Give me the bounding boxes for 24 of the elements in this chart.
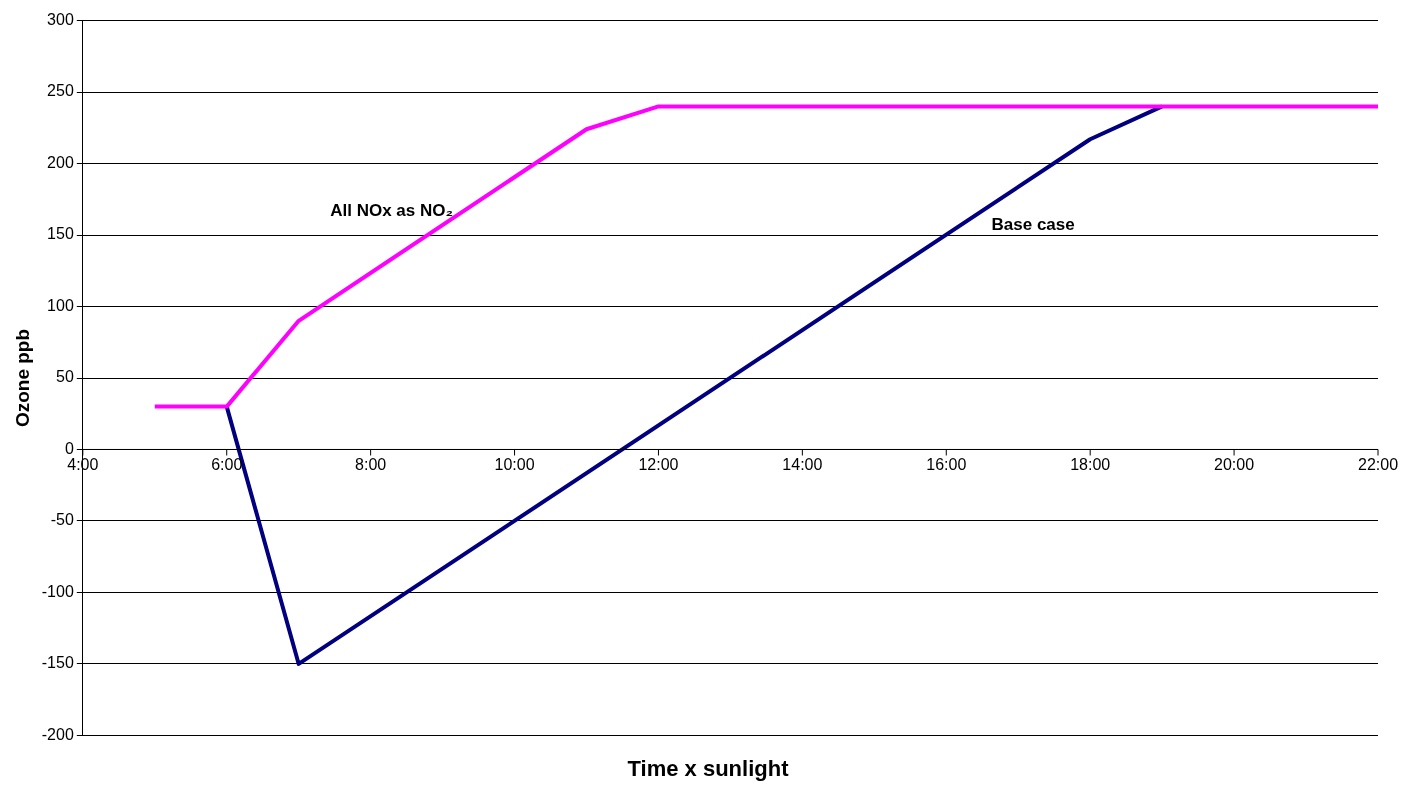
x-tick-label: 6:00 [211, 455, 243, 473]
x-tick-label: 8:00 [355, 455, 387, 473]
series-label: All NOx as NO₂ [330, 200, 454, 220]
y-tick-label: 100 [47, 296, 74, 314]
y-tick-label: -200 [41, 725, 74, 743]
x-tick-label: 10:00 [494, 455, 535, 473]
series-label: Base case [991, 214, 1075, 234]
x-tick-label: 12:00 [638, 455, 679, 473]
y-tick-label: 300 [47, 11, 74, 29]
y-axis-title: Ozone ppb [11, 328, 33, 428]
y-tick-label: -100 [41, 582, 74, 600]
y-tick-label: 200 [47, 153, 74, 171]
x-tick-label: 16:00 [926, 455, 967, 473]
x-tick-label: 18:00 [1070, 455, 1111, 473]
y-tick-label: -50 [50, 511, 74, 529]
x-tick-label: 20:00 [1214, 455, 1255, 473]
y-tick-label: 50 [56, 368, 74, 386]
y-tick-label: 250 [47, 82, 74, 100]
x-tick-label: 22:00 [1357, 455, 1399, 473]
x-tick-label: 14:00 [782, 455, 823, 473]
y-tick-label: 0 [64, 439, 74, 457]
y-tick-label: -150 [41, 654, 74, 672]
x-axis-title: Time x sunlight [626, 756, 790, 782]
y-tick-label: 150 [47, 225, 74, 243]
